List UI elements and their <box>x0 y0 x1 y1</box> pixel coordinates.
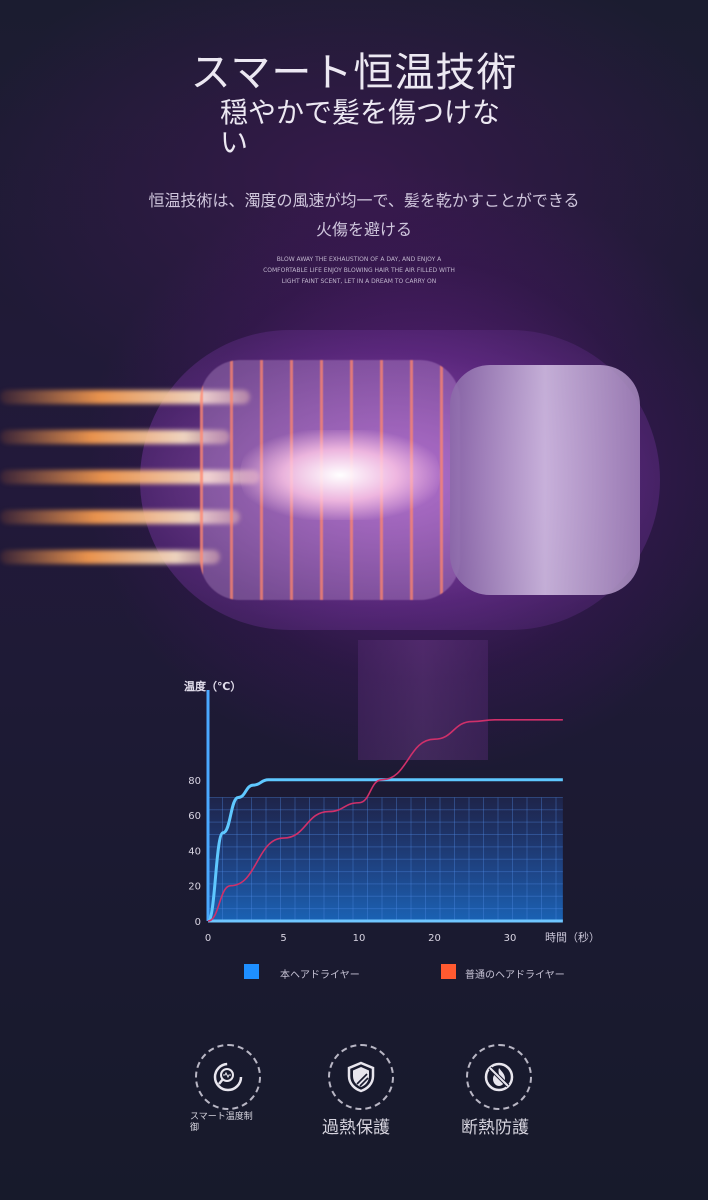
shield-icon <box>347 1061 375 1093</box>
no-fire-icon <box>484 1062 514 1092</box>
legend-swatch-normal-dryer <box>441 964 456 979</box>
description: 恒温技術は、濁度の風速が均一で、髪を乾かすことができる 火傷を避ける <box>0 186 708 244</box>
x-tick-label: 0 <box>205 933 211 944</box>
feature-label-overheat-protection: 過熱保護 <box>322 1118 390 1138</box>
hair-dryer-illustration <box>0 320 708 660</box>
dryer-handle <box>358 640 488 760</box>
feature-label-smart-temp-control: スマート温度制御 <box>190 1112 253 1133</box>
legend-swatch-this-dryer <box>244 964 259 979</box>
y-tick-label: 80 <box>188 776 201 787</box>
y-axis-label: 温度（℃） <box>184 679 241 693</box>
x-axis-label: 時間（秒） <box>545 930 600 944</box>
series-line-this-dryer <box>206 778 563 923</box>
x-tick-label: 10 <box>353 933 366 944</box>
magnifier-pulse-icon <box>213 1062 243 1092</box>
y-tick-label: 60 <box>188 811 201 822</box>
x-tick-label: 20 <box>428 933 441 944</box>
y-tick-label: 40 <box>188 846 201 857</box>
y-tick-label: 0 <box>195 917 201 928</box>
feature-smart-temp-control <box>195 1044 261 1110</box>
x-tick-label: 5 <box>280 933 286 944</box>
description-line-1: 恒温技術は、濁度の風速が均一で、髪を乾かすことができる <box>148 191 580 210</box>
x-tick-label: 30 <box>504 933 517 944</box>
y-tick-label: 20 <box>188 882 201 893</box>
english-caption: BLOW AWAY THE EXHAUSTION OF A DAY, AND E… <box>263 256 455 285</box>
motor-cylinder <box>450 365 640 595</box>
description-line-2: 火傷を避ける <box>315 220 412 239</box>
page-title: スマート恒温技術 <box>190 50 518 96</box>
feature-label-insulation-protection: 断熱防護 <box>461 1118 529 1138</box>
temperature-chart: 温度（℃） 時間（秒） 0 5 10 20 30 0 20 40 60 80 本ヘアドライヤー 普… <box>0 670 708 990</box>
feature-overheat-protection <box>328 1044 394 1110</box>
legend-label-this-dryer: 本ヘアドライヤー <box>280 970 360 981</box>
page-subtitle: 穏やかで髪を傷つけない <box>220 96 501 159</box>
chart-svg: 温度（℃） 時間（秒） 0 5 10 20 30 0 20 40 60 80 <box>184 679 600 944</box>
legend-label-normal-dryer: 普通のヘアドライヤー <box>465 970 565 981</box>
feature-insulation-protection <box>466 1044 532 1110</box>
series-line-normal-dryer <box>207 718 563 922</box>
chart-area-fill <box>208 797 563 921</box>
